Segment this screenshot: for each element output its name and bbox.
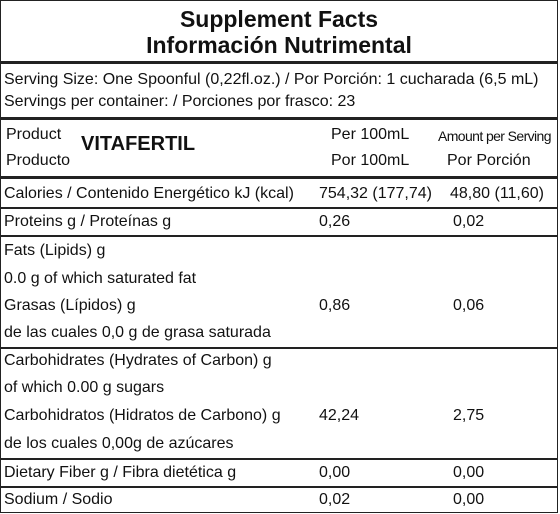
row-label-line: de los cuales 0,00g de azúcares bbox=[4, 435, 234, 452]
row-divider bbox=[1, 458, 557, 460]
per100-header-en: Per 100mL bbox=[331, 126, 410, 143]
row-serving-value: 0,00 bbox=[453, 464, 485, 481]
row-label: Proteins g / Proteínas g bbox=[4, 213, 172, 230]
product-label-es: Producto bbox=[6, 152, 71, 169]
row-divider bbox=[1, 235, 557, 237]
product-name: VITAFERTIL bbox=[81, 133, 196, 155]
row-serving-value: 48,80 (11,60) bbox=[450, 185, 544, 202]
thick-divider bbox=[1, 176, 557, 179]
row-per100-value: 42,24 bbox=[319, 407, 360, 424]
row-per100-value: 754,32 (177,74) bbox=[319, 185, 432, 202]
row-divider bbox=[1, 486, 557, 488]
row-per100-value: 0,26 bbox=[319, 213, 351, 230]
thick-divider bbox=[1, 61, 557, 64]
row-label-line: Grasas (Lípidos) g bbox=[4, 297, 136, 314]
serving-header-en: Amount per Serving bbox=[438, 128, 552, 144]
row-divider bbox=[1, 207, 557, 209]
thick-divider bbox=[1, 117, 557, 120]
row-per100-value: 0,02 bbox=[319, 491, 351, 508]
row-label: Calories / Contenido Energético kJ (kcal… bbox=[4, 185, 294, 202]
servings-per-container: Servings per container: / Porciones por … bbox=[4, 93, 356, 110]
row-label-line: Carbohidrates (Hydrates of Carbon) g bbox=[4, 352, 272, 369]
serving-header-es: Por Porción bbox=[447, 152, 531, 169]
row-label: Dietary Fiber g / Fibra dietética g bbox=[4, 464, 237, 481]
row-serving-value: 0,06 bbox=[453, 297, 485, 314]
row-per100-value: 0,86 bbox=[319, 297, 351, 314]
product-label-en: Product bbox=[6, 126, 62, 143]
row-label-line: Carbohidratos (Hidratos de Carbono) g bbox=[4, 407, 281, 424]
title-english: Supplement Facts bbox=[179, 6, 379, 32]
serving-size: Serving Size: One Spoonful (0,22fl.oz.) … bbox=[4, 71, 539, 88]
row-serving-value: 0,02 bbox=[453, 213, 485, 230]
per100-header-es: Por 100mL bbox=[331, 152, 410, 169]
row-serving-value: 0,00 bbox=[453, 491, 485, 508]
row-divider bbox=[1, 347, 557, 349]
title-spanish: Información Nutrimental bbox=[146, 32, 412, 58]
row-serving-value: 2,75 bbox=[453, 407, 485, 424]
row-label-line: Fats (Lipids) g bbox=[4, 242, 106, 259]
row-label-line: of which 0.00 g sugars bbox=[4, 379, 165, 396]
row-per100-value: 0,00 bbox=[319, 464, 351, 481]
row-label: Sodium / Sodio bbox=[4, 491, 113, 508]
row-label-line: de las cuales 0,0 g de grasa saturada bbox=[4, 324, 271, 341]
row-label-line: 0.0 g of which saturated fat bbox=[4, 270, 197, 287]
